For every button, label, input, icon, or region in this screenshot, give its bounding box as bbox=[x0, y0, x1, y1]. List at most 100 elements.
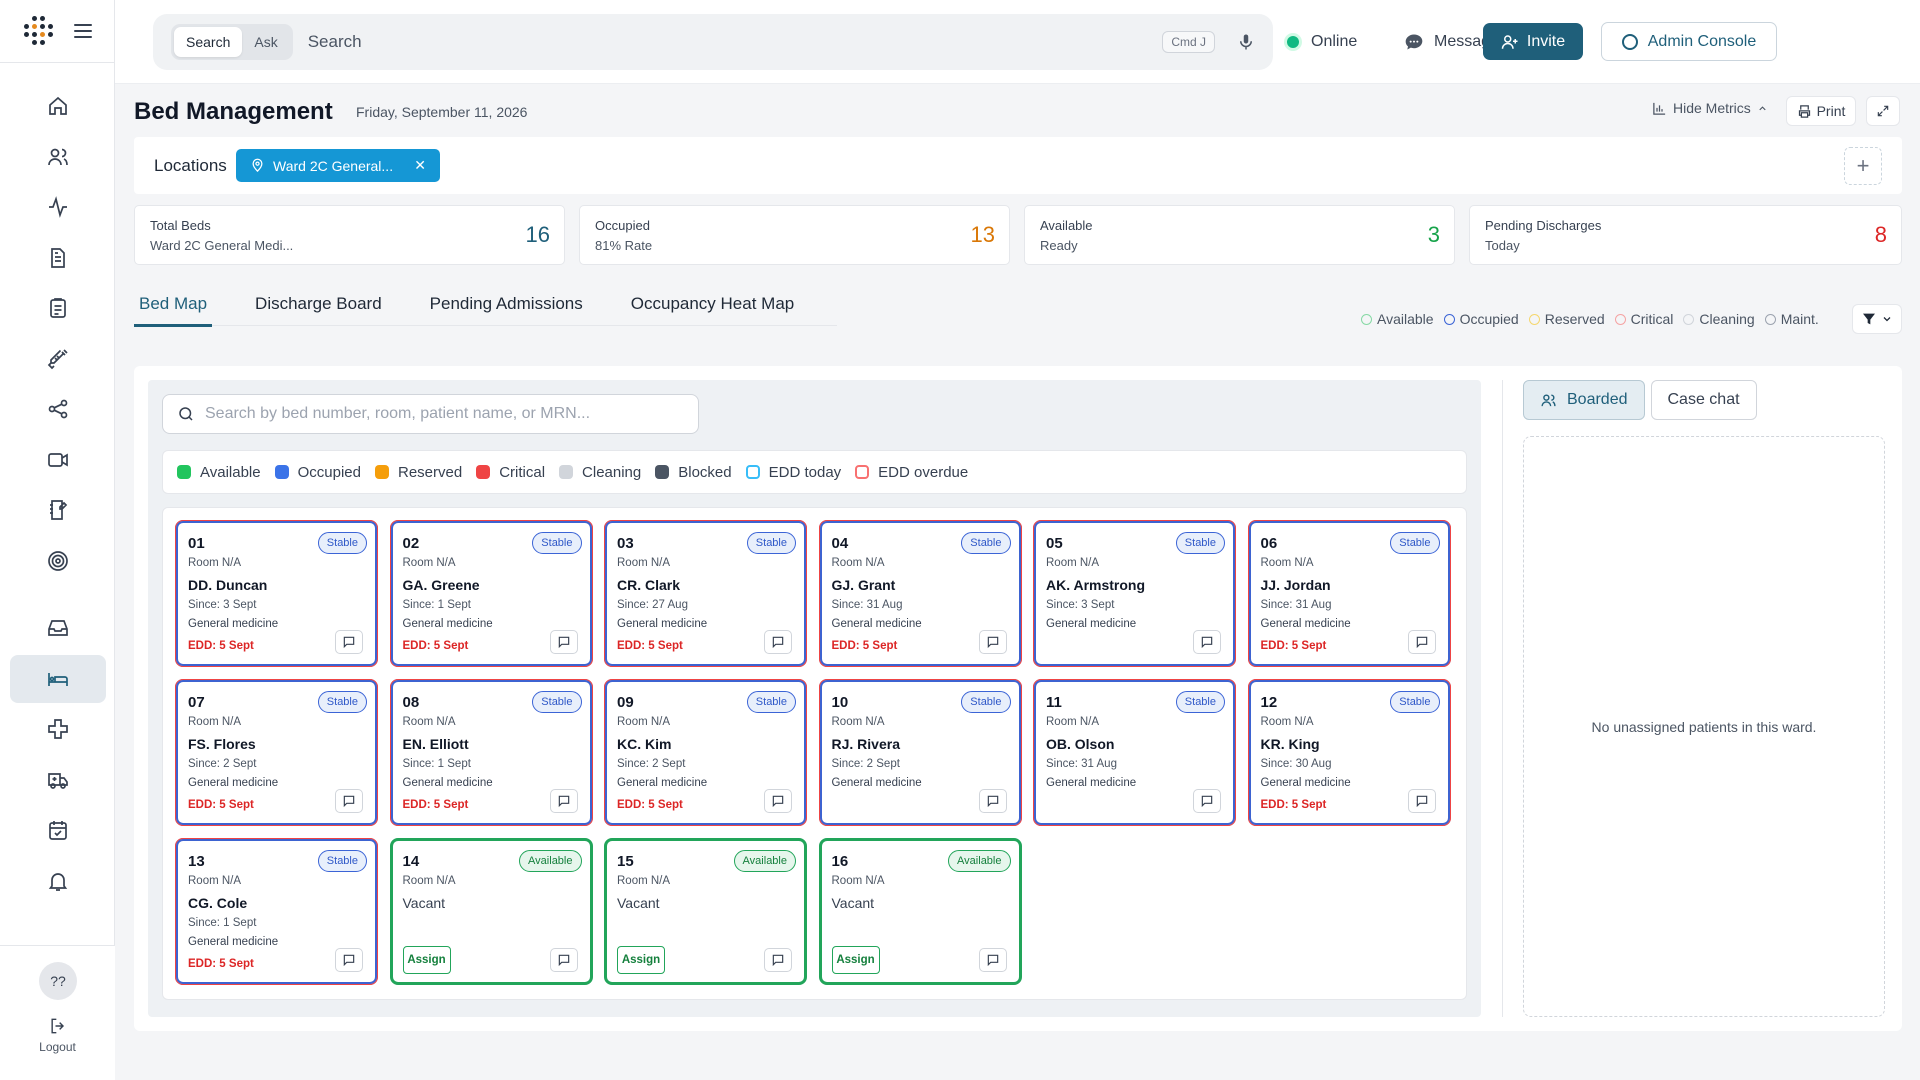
bed-chat-button[interactable] bbox=[335, 789, 363, 813]
bed-number: 05 bbox=[1046, 535, 1063, 552]
legend-label: Occupied bbox=[1459, 311, 1519, 327]
legend-item: Cleaning bbox=[559, 464, 641, 481]
inbox-icon bbox=[48, 620, 68, 636]
bed-chat-button[interactable] bbox=[335, 948, 363, 972]
tab-boarded[interactable]: Boarded bbox=[1523, 380, 1645, 420]
bed-card[interactable]: 05 Stable Room N/A AK. Armstrong Since: 3 Se… bbox=[1033, 520, 1236, 667]
tab-occupancy-heat-map[interactable]: Occupancy Heat Map bbox=[630, 294, 795, 313]
edd-label: EDD: 5 Sept bbox=[402, 640, 469, 652]
app-logo[interactable] bbox=[24, 16, 54, 46]
bed-chat-button[interactable] bbox=[978, 789, 1007, 813]
nav-notes[interactable] bbox=[10, 486, 106, 534]
hide-metrics-toggle[interactable]: Hide Metrics bbox=[1652, 100, 1768, 116]
nav-home[interactable] bbox=[10, 82, 106, 130]
bed-number: 12 bbox=[1260, 694, 1278, 711]
bed-card[interactable]: 15 Available Room N/A Vacant Assign bbox=[604, 838, 807, 985]
filter-button[interactable] bbox=[1852, 304, 1902, 334]
nav-video[interactable] bbox=[10, 436, 106, 484]
legend-swatch-icon bbox=[374, 465, 389, 479]
nav-bed-management[interactable] bbox=[10, 654, 106, 703]
nav-referrals[interactable] bbox=[10, 385, 106, 433]
nav-medications[interactable] bbox=[10, 335, 106, 383]
menu-toggle-icon[interactable] bbox=[74, 24, 92, 38]
online-status[interactable]: Online bbox=[1287, 0, 1357, 84]
assign-button[interactable]: Assign bbox=[617, 946, 665, 974]
invite-button[interactable]: Invite bbox=[1483, 23, 1583, 60]
bed-chat-button[interactable] bbox=[764, 948, 792, 972]
bed-card[interactable]: 03 Stable Room N/A CR. Clark Since: 27 Aug Ge… bbox=[604, 520, 807, 667]
bed-card[interactable]: 16 Available Room N/A Vacant Assign bbox=[818, 838, 1022, 985]
document-icon bbox=[51, 247, 65, 268]
search-mode-search[interactable]: Search bbox=[174, 27, 243, 57]
admin-console-button[interactable]: Admin Console bbox=[1601, 22, 1777, 61]
bed-chat-button[interactable] bbox=[549, 948, 578, 972]
tab-case-chat[interactable]: Case chat bbox=[1650, 380, 1757, 420]
search-mode-ask[interactable]: Ask bbox=[254, 34, 278, 50]
tab-bed-map[interactable]: Bed Map bbox=[134, 290, 213, 327]
assign-button[interactable]: Assign bbox=[831, 946, 880, 974]
bed-card[interactable]: 07 Stable Room N/A FS. Flores Since: 2 Sept G… bbox=[175, 679, 378, 826]
page-title: Bed Management bbox=[134, 98, 333, 125]
bed-card[interactable]: 10 Stable Room N/A RJ. Rivera Since: 2 Sept G… bbox=[818, 679, 1022, 826]
add-location-button[interactable]: + bbox=[1844, 147, 1882, 185]
global-search-input[interactable] bbox=[307, 32, 1163, 52]
bed-chat-button[interactable] bbox=[1407, 630, 1436, 654]
bed-chat-button[interactable] bbox=[1193, 630, 1221, 654]
legend-label: Critical bbox=[499, 463, 546, 481]
logout-button[interactable]: Logout bbox=[0, 1016, 115, 1054]
bed-chat-button[interactable] bbox=[1193, 789, 1221, 813]
bed-card[interactable]: 06 Stable Room N/A JJ. Jordan Since: 31 Aug G… bbox=[1247, 520, 1451, 667]
bed-card[interactable]: 13 Stable Room N/A CG. Cole Since: 1 Sept Gen… bbox=[175, 838, 378, 985]
bed-card[interactable]: 14 Available Room N/A Vacant Assign bbox=[389, 838, 593, 985]
print-button[interactable]: Print bbox=[1786, 96, 1856, 126]
bed-chat-button[interactable] bbox=[549, 789, 578, 813]
bed-chat-button[interactable] bbox=[764, 789, 792, 813]
service-line: General medicine bbox=[617, 618, 708, 630]
bed-card[interactable]: 08 Stable Room N/A EN. Elliott Since: 1 Sept… bbox=[389, 679, 593, 826]
nav-inbox[interactable] bbox=[10, 604, 106, 652]
nav-schedule[interactable] bbox=[10, 806, 106, 854]
bed-room: Room N/A bbox=[402, 716, 456, 728]
bed-chat-button[interactable] bbox=[549, 630, 578, 654]
bed-chat-button[interactable] bbox=[1407, 789, 1436, 813]
nav-notifications[interactable] bbox=[10, 857, 106, 905]
legend-label: Reserved bbox=[1544, 311, 1605, 327]
nav-goals[interactable] bbox=[10, 537, 106, 585]
bed-card[interactable]: 09 Stable Room N/A KC. Kim Since: 2 Sept Gene… bbox=[604, 679, 807, 826]
bed-card[interactable]: 02 Stable Room N/A GA. Greene Since: 1 Sept G… bbox=[389, 520, 593, 667]
legend-item: Available bbox=[1361, 311, 1434, 327]
nav-tasks[interactable] bbox=[10, 284, 106, 332]
bed-card[interactable]: 12 Stable Room N/A KR. King Since: 30 Aug Gen… bbox=[1247, 679, 1451, 826]
bed-chat-button[interactable] bbox=[978, 948, 1007, 972]
legend-item: Maint. bbox=[1764, 311, 1819, 327]
bed-card[interactable]: 11 Stable Room N/A OB. Olson Since: 31 Aug Ge… bbox=[1033, 679, 1236, 826]
nav-vitals[interactable] bbox=[10, 183, 106, 231]
bed-status-badge: Available bbox=[948, 850, 1011, 872]
nav-documents[interactable] bbox=[10, 234, 106, 282]
comment-icon bbox=[772, 795, 784, 808]
bed-chat-button[interactable] bbox=[764, 630, 792, 654]
nav-ambulance[interactable] bbox=[10, 756, 106, 804]
bed-card[interactable]: 04 Stable Room N/A GJ. Grant Since: 31 Aug Ge… bbox=[818, 520, 1022, 667]
patient-name: DD. Duncan bbox=[188, 577, 268, 593]
comment-icon bbox=[987, 636, 998, 649]
help-button[interactable]: ?? bbox=[39, 962, 77, 1000]
remove-location-icon[interactable]: ✕ bbox=[414, 157, 426, 173]
expand-button[interactable] bbox=[1866, 96, 1900, 126]
location-chip[interactable]: Ward 2C General... ✕ bbox=[236, 149, 440, 182]
microphone-icon[interactable] bbox=[1237, 33, 1255, 51]
bed-chat-button[interactable] bbox=[335, 630, 363, 654]
bed-card[interactable]: 01 Stable Room N/A DD. Duncan Since: 3 Sept G… bbox=[175, 520, 378, 667]
bed-chat-button[interactable] bbox=[978, 630, 1007, 654]
tab-pending-admissions[interactable]: Pending Admissions bbox=[429, 294, 583, 313]
pulse-icon bbox=[49, 196, 67, 218]
nav-patients[interactable] bbox=[10, 133, 106, 181]
assign-button[interactable]: Assign bbox=[402, 946, 451, 974]
nav-clinical[interactable] bbox=[10, 705, 106, 753]
tab-discharge-board[interactable]: Discharge Board bbox=[255, 294, 382, 313]
legend-item: Reserved bbox=[1528, 311, 1605, 327]
legend-label: Reserved bbox=[397, 463, 463, 481]
stat-subtext: Today bbox=[1485, 238, 1520, 253]
bed-search-input[interactable] bbox=[205, 405, 684, 423]
stat-subtext: Ward 2C General Medi... bbox=[150, 238, 294, 253]
